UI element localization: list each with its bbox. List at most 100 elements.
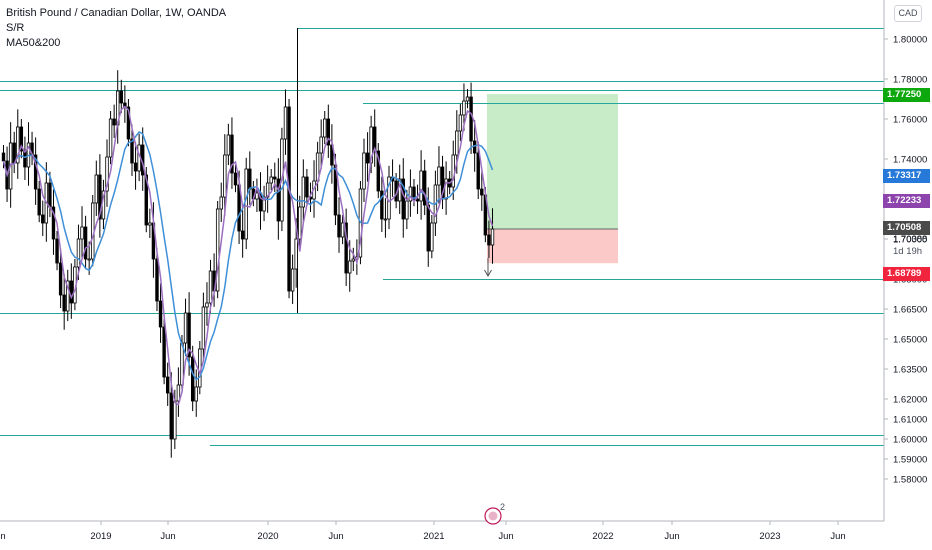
candle-body [183,312,188,344]
candle [344,208,348,286]
candle-body [273,176,277,180]
candle [430,215,434,259]
candle-body [472,140,477,154]
candle [283,89,288,155]
candle-body [223,154,227,198]
candle-body [462,100,466,116]
candle-body [287,106,291,292]
currency-button[interactable]: CAD [894,5,922,22]
ma-fast-line[interactable] [2,105,494,406]
bar-countdown: 1d 19h [893,246,923,257]
candle [226,123,231,166]
candle [37,181,41,223]
candle [12,131,16,174]
candle-body [337,214,341,238]
candle-body [408,186,413,202]
candle-body [290,268,295,292]
candle-body [362,152,366,190]
events-icon[interactable] [484,507,502,525]
candle-body [48,182,52,208]
candle-body [444,178,448,200]
candle [490,208,495,264]
candle [55,231,59,271]
price-tick-label: 1.80000 [893,35,927,46]
candle [148,208,152,238]
candle-body [305,176,309,198]
candle [330,124,334,184]
candle-body [248,168,252,190]
candle [340,215,345,245]
candle [16,109,20,179]
candle [26,122,31,186]
candle-body [165,376,170,394]
price-tick-label: 1.65000 [893,335,927,346]
candle-body [412,186,416,200]
symbol-title: British Pound / Canadian Dollar, 1W, OAN… [6,7,227,19]
candle-body [219,196,223,210]
candle-body [283,106,288,140]
candle-body [87,258,91,261]
candle [326,104,331,158]
candle-body [66,280,70,312]
support-resistance-lines [0,28,884,446]
candle [458,103,463,142]
candle-body [215,208,220,292]
candle [276,158,281,240]
candle-body [380,190,384,220]
loss-zone[interactable] [487,229,618,264]
time-tick-label: Jun [328,531,343,542]
price-tick-label: 1.66500 [893,305,927,316]
candle [262,185,266,222]
candle [408,169,413,217]
candle-body [133,162,138,172]
price-tick-label: 1.62000 [893,395,927,406]
indicator-ma-label[interactable]: MA50&200 [6,37,61,49]
candle [487,220,491,258]
events-count: 2 [500,502,506,512]
candle-body [490,228,495,246]
candle-body [226,134,231,156]
candle-body [480,188,484,196]
candle-body [415,198,420,202]
candle-body [76,238,81,268]
price-tick-label: 1.76000 [893,115,927,126]
candle [183,298,188,356]
candle [383,198,388,238]
candle [19,119,24,159]
profit-zone[interactable] [487,94,618,229]
time-tick-label: 2022 [592,531,613,542]
position-zones [487,94,618,264]
candle [91,195,95,267]
candle-body [158,300,163,328]
candle [305,169,309,205]
candle-body [326,118,331,146]
price-tick-label: 1.74000 [893,155,927,166]
candle [130,124,134,176]
price-tick-label: 1.78000 [893,75,927,86]
candle-body [437,166,441,186]
candle [469,82,473,154]
candle-body [455,130,459,156]
candle [273,162,277,192]
stop-arrow-icon [484,258,492,277]
candle [233,165,238,193]
candle-body [173,400,177,440]
candle [480,171,484,211]
candle-body [51,206,56,240]
candle [269,169,273,191]
candle-body [169,392,173,440]
candle-body [340,222,345,238]
candle [444,161,448,215]
candle-body [108,118,113,158]
candle-body [23,150,27,168]
candle [258,172,263,230]
candle [223,134,227,216]
candle [205,282,209,326]
indicator-sr-label[interactable]: S/R [6,22,25,34]
time-tick-label: 2019 [90,531,111,542]
time-tick-label: 2020 [257,531,278,542]
candle-body [41,214,45,224]
candle-body [419,170,423,202]
candle [94,160,99,216]
